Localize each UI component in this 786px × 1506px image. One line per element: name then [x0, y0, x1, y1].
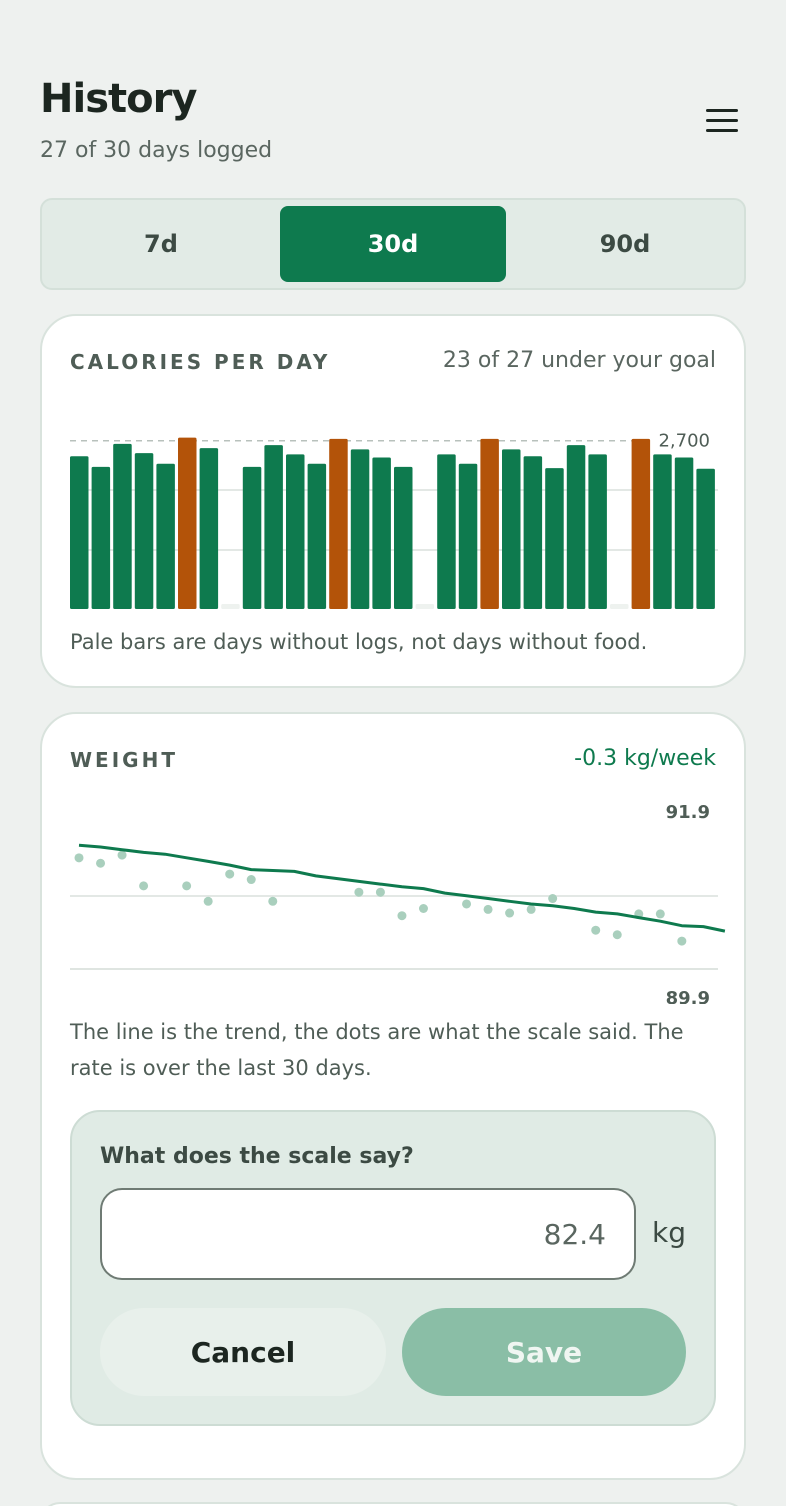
calorie-bar	[134, 453, 154, 609]
weight-min-label: 89.9	[666, 988, 710, 1004]
weight-dot	[677, 936, 687, 946]
weight-dot	[483, 904, 493, 914]
calorie-bar	[502, 449, 521, 609]
calorie-bar	[588, 454, 607, 609]
weight-rate: -0.3 kg/week	[574, 746, 716, 771]
calorie-bar-unlogged	[221, 604, 240, 609]
calories-note: Pale bars are days without logs, not day…	[70, 630, 648, 654]
calorie-bar	[653, 454, 672, 609]
calories-card: CALORIES PER DAY 23 of 27 under your goa…	[40, 314, 746, 688]
weight-card: WEIGHT -0.3 kg/week 91.9 89.9 The line i…	[40, 712, 746, 1480]
calorie-bar	[372, 457, 391, 609]
calorie-bar	[242, 466, 262, 609]
calories-chart: 2,700	[70, 431, 718, 609]
cancel-button[interactable]: Cancel	[100, 1308, 386, 1396]
calories-summary: 23 of 27 under your goal	[442, 348, 716, 373]
weight-dot	[375, 887, 385, 897]
calorie-bar	[437, 454, 456, 609]
weight-dot	[462, 899, 472, 909]
calorie-bar	[523, 456, 543, 609]
weight-dot	[203, 896, 213, 906]
weight-dot	[74, 853, 84, 863]
weight-entry-panel: What does the scale say? kg Cancel Save	[70, 1110, 716, 1426]
calorie-bar	[156, 463, 175, 609]
menu-button[interactable]	[698, 100, 746, 140]
calorie-bar	[458, 463, 478, 609]
calories-card-label: CALORIES PER DAY	[70, 350, 331, 374]
weight-dot	[418, 904, 428, 913]
tab-90d[interactable]: 90d	[599, 230, 651, 258]
weight-dot	[225, 869, 235, 879]
weight-dot	[655, 909, 665, 919]
weight-dot	[96, 858, 106, 868]
calorie-bar	[199, 448, 219, 609]
weight-unit: kg	[652, 1216, 686, 1249]
calorie-bar	[480, 438, 499, 609]
calorie-bar	[545, 468, 564, 609]
calorie-bar	[674, 457, 694, 609]
tab-30d[interactable]: 30d	[280, 206, 506, 282]
weight-note: The line is the trend, the dots are what…	[70, 1020, 684, 1080]
weight-trend-line	[78, 843, 726, 933]
weight-card-label: WEIGHT	[70, 748, 178, 772]
calorie-bar	[91, 466, 111, 609]
goal-label: 2,700	[658, 431, 710, 452]
save-button[interactable]: Save	[402, 1308, 686, 1396]
calorie-bar	[394, 466, 413, 609]
calorie-bar	[178, 437, 197, 609]
weight-dot	[354, 887, 364, 897]
weight-dot	[182, 881, 192, 891]
calorie-bar	[307, 463, 327, 609]
calorie-bar	[696, 468, 715, 609]
calorie-bar	[113, 443, 132, 609]
weight-dot	[117, 850, 127, 860]
weight-dot	[505, 908, 515, 918]
weight-dot	[548, 894, 558, 904]
next-card	[40, 1502, 746, 1506]
weight-max-label: 91.9	[666, 802, 710, 823]
weight-dot	[397, 911, 407, 921]
calorie-bar	[566, 445, 586, 609]
calorie-bar	[329, 438, 348, 609]
weight-dot	[246, 875, 256, 885]
weight-dot	[612, 930, 622, 940]
weight-dot	[526, 904, 536, 914]
weight-chart: 91.9 89.9	[70, 802, 726, 1004]
weight-dot	[268, 896, 278, 906]
weight-input[interactable]	[100, 1188, 636, 1280]
range-selector: 7d 30d 90d	[40, 198, 746, 290]
calorie-bar-unlogged	[610, 604, 629, 609]
calorie-bar	[70, 456, 89, 609]
calorie-bar	[350, 449, 370, 609]
calorie-bar	[264, 445, 283, 609]
weight-entry-label: What does the scale say?	[100, 1144, 414, 1169]
page-subtitle: 27 of 30 days logged	[40, 138, 273, 163]
weight-dot	[591, 925, 601, 935]
menu-icon	[706, 108, 738, 112]
calorie-bar	[631, 438, 651, 609]
tab-7d[interactable]: 7d	[144, 230, 178, 258]
calorie-bar	[286, 454, 305, 609]
page-title: History	[40, 76, 197, 122]
weight-dot	[139, 881, 149, 891]
calorie-bar-unlogged	[415, 604, 435, 609]
